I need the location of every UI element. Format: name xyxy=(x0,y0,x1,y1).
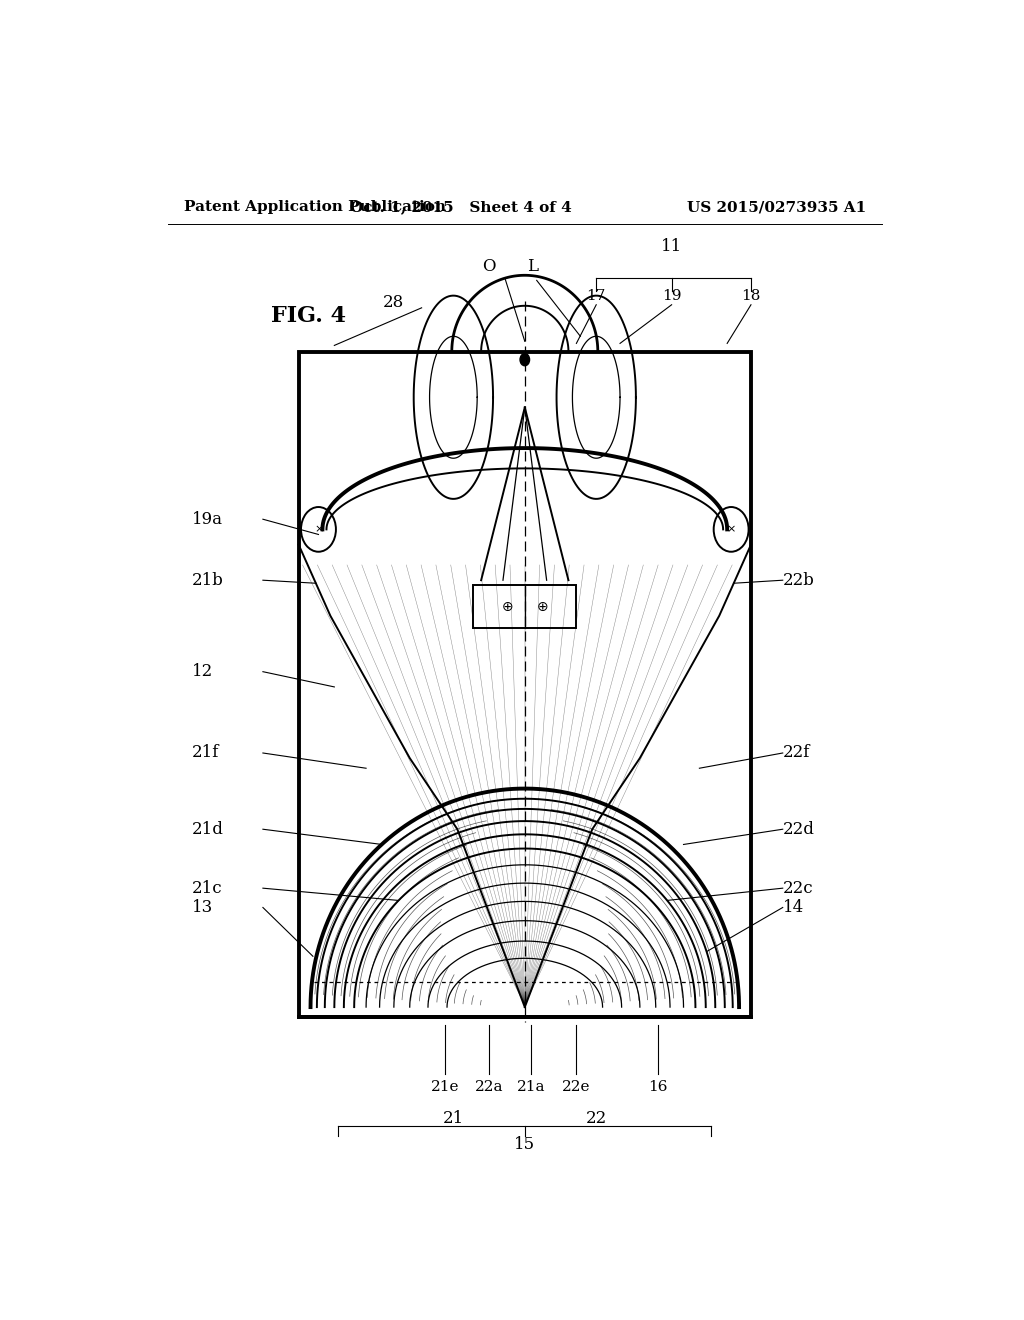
Text: Oct. 1, 2015   Sheet 4 of 4: Oct. 1, 2015 Sheet 4 of 4 xyxy=(350,201,572,214)
Text: $\times$: $\times$ xyxy=(726,524,736,535)
Text: 18: 18 xyxy=(741,289,761,302)
Text: 11: 11 xyxy=(660,238,682,255)
Text: 12: 12 xyxy=(191,663,213,680)
Text: 21a: 21a xyxy=(517,1080,546,1094)
Text: FIG. 4: FIG. 4 xyxy=(270,305,346,327)
Text: $\oplus$: $\oplus$ xyxy=(537,599,549,614)
Text: 22e: 22e xyxy=(562,1080,591,1094)
Text: 22d: 22d xyxy=(782,821,815,838)
Text: 22: 22 xyxy=(586,1110,607,1127)
Text: 21f: 21f xyxy=(191,744,219,762)
Text: $\times$: $\times$ xyxy=(313,524,324,535)
Text: $\oplus$: $\oplus$ xyxy=(501,599,513,614)
Text: 21d: 21d xyxy=(191,821,223,838)
Text: 15: 15 xyxy=(514,1135,536,1152)
Text: 22f: 22f xyxy=(782,744,810,762)
Text: 19a: 19a xyxy=(191,511,222,528)
Text: 28: 28 xyxy=(383,294,404,312)
Text: 19: 19 xyxy=(662,289,681,302)
Text: 21c: 21c xyxy=(191,879,222,896)
Text: 17: 17 xyxy=(587,289,606,302)
Text: 21: 21 xyxy=(442,1110,464,1127)
Circle shape xyxy=(520,354,529,366)
Text: 21e: 21e xyxy=(431,1080,460,1094)
Text: Patent Application Publication: Patent Application Publication xyxy=(183,201,445,214)
Text: 13: 13 xyxy=(191,899,213,916)
Text: 22c: 22c xyxy=(782,879,813,896)
Text: US 2015/0273935 A1: US 2015/0273935 A1 xyxy=(687,201,866,214)
Text: L: L xyxy=(527,259,539,276)
Text: 22b: 22b xyxy=(782,572,815,589)
Text: 16: 16 xyxy=(648,1080,668,1094)
Text: 22a: 22a xyxy=(475,1080,504,1094)
Text: O: O xyxy=(482,259,496,276)
Text: 14: 14 xyxy=(782,899,804,916)
Text: 21b: 21b xyxy=(191,572,223,589)
